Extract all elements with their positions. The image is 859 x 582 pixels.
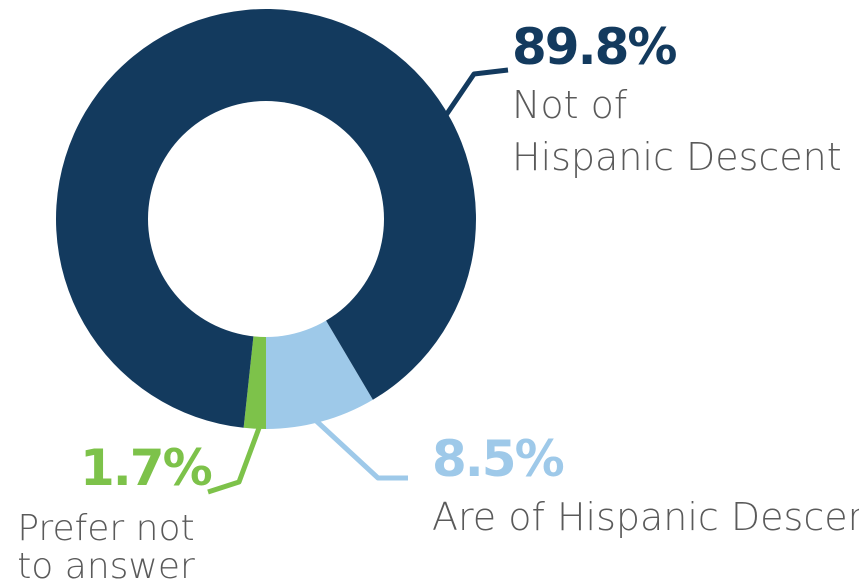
category-label-not-hispanic-line1: Not of — [512, 83, 628, 127]
donut-hole — [148, 101, 384, 337]
category-label-prefer-not-line2: to answer — [17, 546, 195, 582]
category-label-not-hispanic-line2: Hispanic Descent — [512, 135, 842, 179]
leader-line-hispanic — [310, 415, 408, 481]
value-label-not-hispanic: 89.8% — [512, 18, 676, 76]
category-label-hispanic: Are of Hispanic Descent — [432, 495, 859, 539]
leader-line-prefer-not — [207, 427, 262, 495]
leader-line-not-hispanic — [437, 67, 509, 126]
value-label-prefer-not: 1.7% — [80, 439, 212, 497]
value-label-hispanic: 8.5% — [432, 430, 564, 488]
category-label-prefer-not-line1: Prefer not — [17, 508, 194, 549]
